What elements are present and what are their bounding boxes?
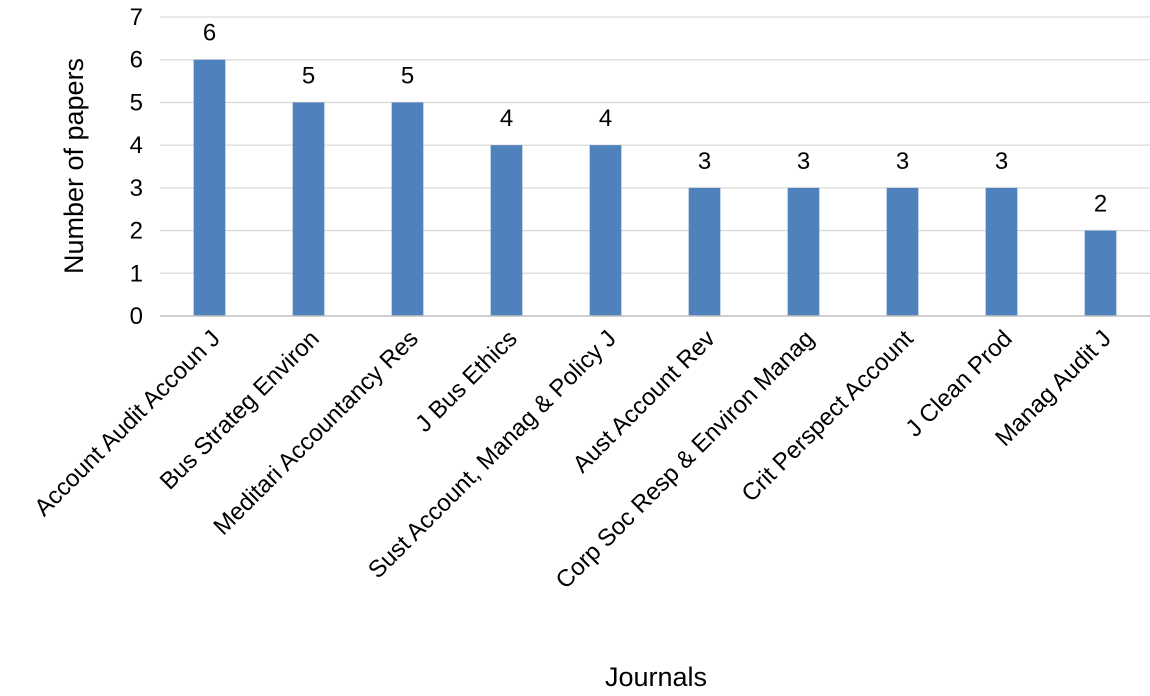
bar bbox=[688, 187, 721, 316]
data-label: 3 bbox=[995, 148, 1008, 175]
y-tick-label: 5 bbox=[130, 89, 143, 116]
bar bbox=[886, 187, 919, 316]
x-axis-title: Journals bbox=[605, 662, 707, 692]
bar bbox=[985, 187, 1018, 316]
data-label: 6 bbox=[203, 20, 216, 47]
y-tick-label: 6 bbox=[130, 47, 143, 74]
y-tick-label: 2 bbox=[130, 218, 143, 245]
y-tick-label: 3 bbox=[130, 175, 143, 202]
bar bbox=[490, 145, 523, 316]
y-axis-title: Number of papers bbox=[59, 58, 89, 274]
x-tick-label: Meditari Accountancy Res bbox=[208, 325, 423, 540]
data-label: 4 bbox=[500, 105, 513, 132]
data-label: 5 bbox=[302, 62, 315, 89]
bar bbox=[193, 59, 226, 316]
y-tick-label: 4 bbox=[130, 132, 143, 159]
data-label: 4 bbox=[599, 105, 612, 132]
data-label: 3 bbox=[698, 148, 711, 175]
bar bbox=[391, 102, 424, 316]
bar bbox=[292, 102, 325, 316]
bars bbox=[193, 59, 1117, 316]
y-tick-label: 1 bbox=[130, 260, 143, 287]
y-tick-label: 0 bbox=[130, 303, 143, 330]
data-label: 2 bbox=[1094, 191, 1107, 218]
y-tick-labels: 0 1 2 3 4 5 6 7 bbox=[130, 4, 143, 330]
data-label: 5 bbox=[401, 62, 414, 89]
data-label: 3 bbox=[896, 148, 909, 175]
data-label: 3 bbox=[797, 148, 810, 175]
bar bbox=[589, 145, 622, 316]
y-tick-label: 7 bbox=[130, 4, 143, 31]
x-tick-label: Account Audit Accoun J bbox=[29, 325, 225, 521]
x-tick-label: Crit Perspect Account bbox=[736, 325, 919, 508]
gridlines bbox=[160, 16, 1150, 274]
data-labels: 6 5 5 4 4 3 3 3 3 2 bbox=[203, 20, 1107, 218]
bar bbox=[787, 187, 820, 316]
bar bbox=[1084, 230, 1117, 316]
